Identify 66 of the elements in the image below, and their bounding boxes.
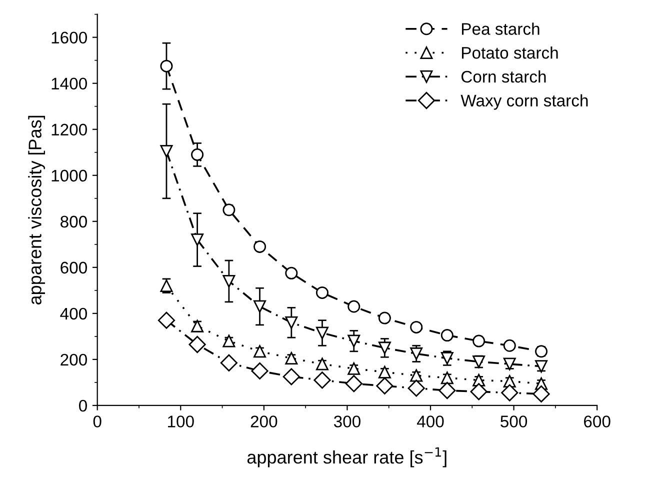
- point: [316, 358, 328, 370]
- point: [191, 320, 204, 332]
- point: [348, 362, 360, 375]
- point: [378, 342, 391, 354]
- point: [254, 345, 266, 358]
- x-tick-label: 400: [416, 416, 444, 428]
- y-tick-label: 400: [60, 308, 87, 320]
- point: [348, 300, 360, 313]
- legend-label: Corn starch: [461, 70, 546, 83]
- point: [503, 358, 516, 370]
- y-tick-label: 1000: [52, 170, 87, 182]
- y-tick-label: 0: [79, 400, 87, 412]
- point: [438, 382, 456, 400]
- point: [410, 320, 423, 334]
- point: [285, 266, 298, 280]
- point: [440, 372, 454, 384]
- point: [345, 375, 362, 392]
- point: [348, 334, 360, 348]
- point: [158, 312, 176, 329]
- point: [376, 377, 394, 394]
- point: [160, 144, 173, 158]
- x-axis-title: apparent shear rate [s$^{−1}$]: [247, 447, 446, 468]
- point: [222, 274, 236, 288]
- point: [316, 326, 328, 340]
- point: [410, 369, 423, 382]
- point: [408, 380, 425, 397]
- point: [220, 354, 238, 372]
- point: [188, 336, 206, 354]
- point: [535, 360, 548, 373]
- point: [222, 334, 236, 348]
- point: [378, 312, 391, 324]
- y-tick-label: 600: [60, 262, 87, 274]
- y-tick-label: 1400: [52, 78, 87, 90]
- x-tick-label: 0: [93, 416, 102, 428]
- x-tick-label: 500: [500, 416, 528, 428]
- point: [410, 347, 423, 360]
- y-axis-title: apparent viscosity [Pas]: [28, 116, 45, 304]
- x-tick-label: 100: [168, 416, 194, 428]
- point: [160, 60, 173, 72]
- point: [472, 334, 486, 348]
- point: [501, 384, 518, 402]
- legend-label: Waxy corn starch: [460, 94, 588, 110]
- y-tick-label: 200: [60, 354, 87, 366]
- legend-label: Potato starch: [462, 46, 558, 59]
- x-tick-label: 200: [250, 416, 278, 428]
- point: [191, 234, 204, 246]
- point: [316, 286, 328, 299]
- legend-label: Pea starch: [462, 22, 540, 35]
- point: [254, 300, 266, 313]
- point: [282, 368, 300, 386]
- point: [503, 339, 516, 352]
- point: [254, 240, 266, 253]
- point: [285, 352, 298, 365]
- x-tick-label: 600: [584, 416, 610, 428]
- x-tick-label: 300: [334, 416, 360, 428]
- point: [314, 372, 331, 389]
- point: [251, 362, 268, 380]
- point: [191, 148, 204, 161]
- y-tick-label: 1200: [52, 124, 87, 136]
- point: [440, 329, 454, 342]
- point: [378, 366, 391, 378]
- point: [532, 385, 550, 402]
- point: [285, 316, 298, 329]
- y-tick-label: 1600: [52, 32, 87, 44]
- point: [470, 383, 488, 400]
- y-tick-label: 800: [60, 216, 87, 228]
